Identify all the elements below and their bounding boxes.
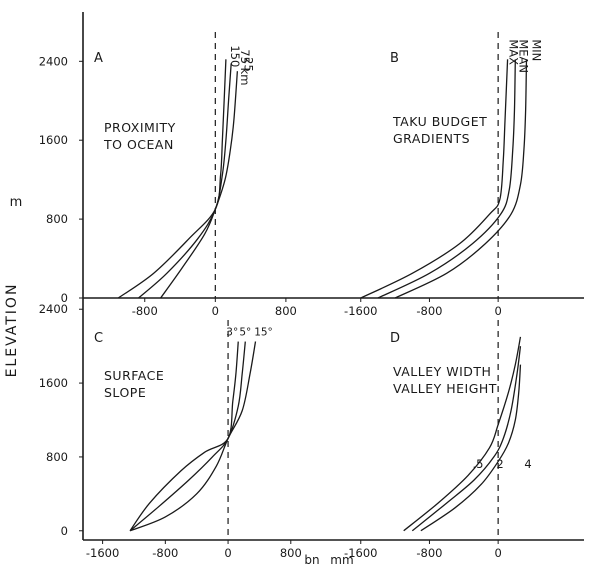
panel-title-line: TO OCEAN (103, 137, 174, 152)
series-label: 2 (496, 457, 503, 471)
series-line-c-1 (129, 341, 239, 532)
panel-title-line: TAKU BUDGET (392, 114, 487, 129)
series-label: MEAN (516, 39, 530, 73)
y-tick-label: 800 (46, 450, 68, 464)
x-axis-label: bn (304, 553, 319, 567)
series-line-b-2 (377, 59, 516, 299)
series-line-d-1 (403, 336, 522, 532)
y-tick-label: 2400 (39, 54, 68, 68)
panel-c: C SURFACE SLOPE -1600 -800 0 800 0 800 1600 2400 3°… (39, 302, 302, 560)
panel-d: D VALLEY WIDTH VALLEY HEIGHT -1600 -800 0 .5 2 4 (344, 320, 532, 560)
x-tick-label: 0 (494, 304, 501, 318)
panel-a: A PROXIMITY TO OCEAN -800 0 800 0 800 1600 2400 15… (39, 32, 297, 318)
series-line-b-3 (394, 59, 528, 299)
x-tick-label: -800 (416, 546, 442, 560)
series-label: .5 (473, 457, 484, 471)
panel-title-line: VALLEY HEIGHT (393, 381, 497, 396)
series-label: MIN (529, 39, 543, 61)
y-tick-label: 2400 (39, 302, 68, 316)
x-tick-label: -800 (132, 304, 158, 318)
series-label: 75 km (238, 49, 252, 85)
series-line-a-3 (160, 71, 239, 299)
x-tick-label: -800 (152, 546, 178, 560)
panel-title-line: VALLEY WIDTH (393, 364, 491, 379)
series-line-d-2 (411, 346, 522, 532)
series-line-a-2 (138, 63, 232, 299)
x-tick-label: 800 (280, 546, 302, 560)
x-tick-label: 800 (275, 304, 297, 318)
x-tick-label: 0 (224, 546, 231, 560)
x-axis-unit: mm (330, 553, 353, 567)
panel-letter: C (94, 331, 103, 346)
y-axis-unit: m (10, 195, 23, 210)
panel-letter: B (390, 51, 399, 66)
series-label: 3° (226, 327, 238, 339)
x-tick-label: 0 (494, 546, 501, 560)
series-label: 150 (228, 45, 242, 67)
x-tick-label: -1600 (344, 546, 377, 560)
panel-title-line: GRADIENTS (393, 131, 470, 146)
series-line-c-2 (129, 341, 246, 532)
series-label: 15° (254, 327, 273, 339)
y-tick-label: 1600 (39, 133, 68, 147)
x-tick-label: -1600 (86, 546, 119, 560)
series-label: 5° (239, 327, 251, 339)
series-label: 4 (524, 457, 531, 471)
y-tick-label: 1600 (39, 376, 68, 390)
series-label: 25 (241, 57, 255, 72)
panel-letter: D (390, 331, 400, 346)
series-line-a-1 (117, 59, 227, 299)
y-tick-label: 800 (46, 212, 68, 226)
series-line-d-3 (420, 364, 522, 532)
series-line-c-3 (129, 341, 257, 532)
panel-title-line: SURFACE (104, 368, 164, 383)
x-tick-label: -1600 (344, 304, 377, 318)
series-label: MAX (507, 39, 521, 65)
x-tick-label: -800 (416, 304, 442, 318)
y-tick-label: 0 (61, 291, 68, 305)
panel-title-line: SLOPE (104, 385, 146, 400)
panel-letter: A (94, 51, 103, 66)
series-line-b-1 (360, 59, 509, 299)
panel-title-line: PROXIMITY (104, 120, 176, 135)
y-tick-label: 0 (61, 524, 68, 538)
x-tick-label: 0 (212, 304, 219, 318)
y-axis-label: ELEVATION (4, 283, 20, 378)
